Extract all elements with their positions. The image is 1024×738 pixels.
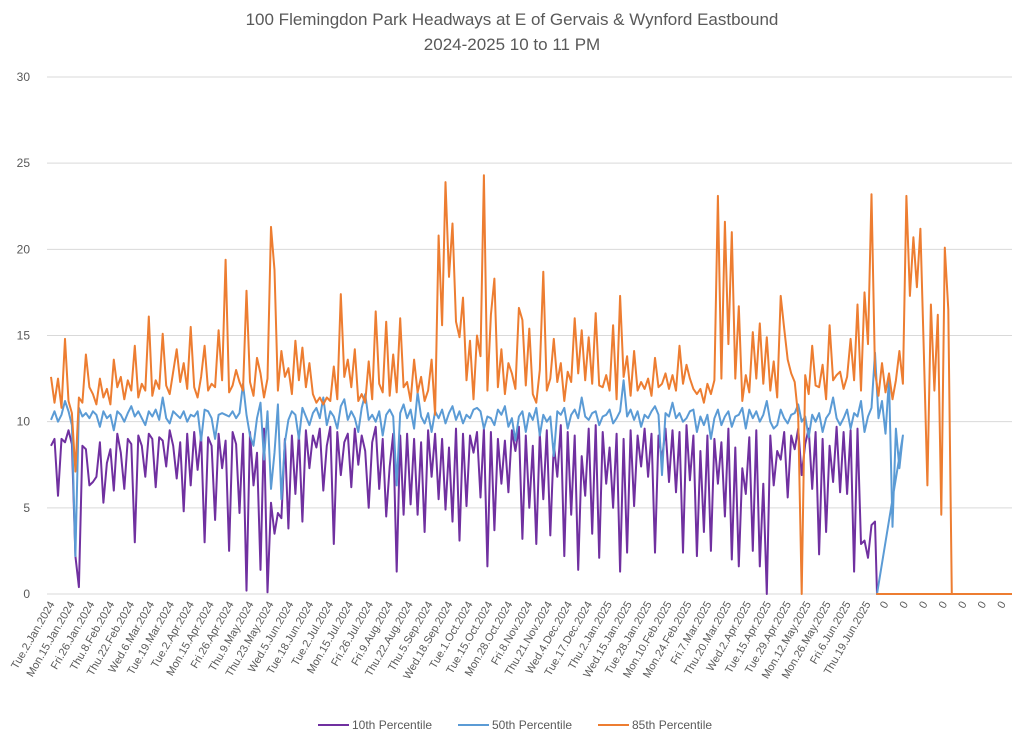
legend: 10th Percentile 50th Percentile 85th Perce… [318, 718, 712, 732]
x-tick-label: 0 [898, 600, 911, 611]
y-tick-label: 5 [23, 501, 30, 515]
x-tick-label: 0 [995, 600, 1008, 611]
series-line-10th-percentile [50, 424, 1012, 595]
gridlines [47, 76, 1012, 595]
y-tick-label: 20 [17, 242, 31, 256]
legend-label: 50th Percentile [492, 718, 572, 732]
x-tick-label: 0 [917, 600, 930, 611]
x-tick-label: 0 [976, 600, 989, 611]
y-tick-label: 25 [17, 156, 31, 170]
legend-item: 50th Percentile [458, 718, 572, 732]
y-tick-label: 10 [17, 415, 31, 429]
legend-item: 85th Percentile [598, 718, 712, 732]
x-axis-tick-labels: Tue.2.Jan.2024Mon.15.Jan.2024Fri.26.Jan.… [9, 600, 1009, 682]
x-tick-label: 0 [937, 600, 950, 611]
legend-label: 85th Percentile [632, 718, 712, 732]
x-tick-label: 0 [956, 600, 969, 611]
y-tick-label: 0 [23, 587, 30, 601]
legend-item: 10th Percentile [318, 718, 432, 732]
chart-title: 100 Flemingdon Park Headways at E of Ger… [246, 10, 779, 29]
y-tick-label: 15 [17, 329, 31, 343]
legend-label: 10th Percentile [352, 718, 432, 732]
series-line-85th-percentile [50, 174, 1012, 595]
series-line-50th-percentile [50, 351, 1012, 595]
chart-subtitle: 2024-2025 10 to 11 PM [424, 35, 600, 54]
y-axis-tick-labels: 0 5 10 15 20 25 30 [17, 70, 31, 601]
x-tick-label: 0 [878, 600, 891, 611]
series-lines [50, 174, 1012, 595]
y-tick-label: 30 [17, 70, 31, 84]
